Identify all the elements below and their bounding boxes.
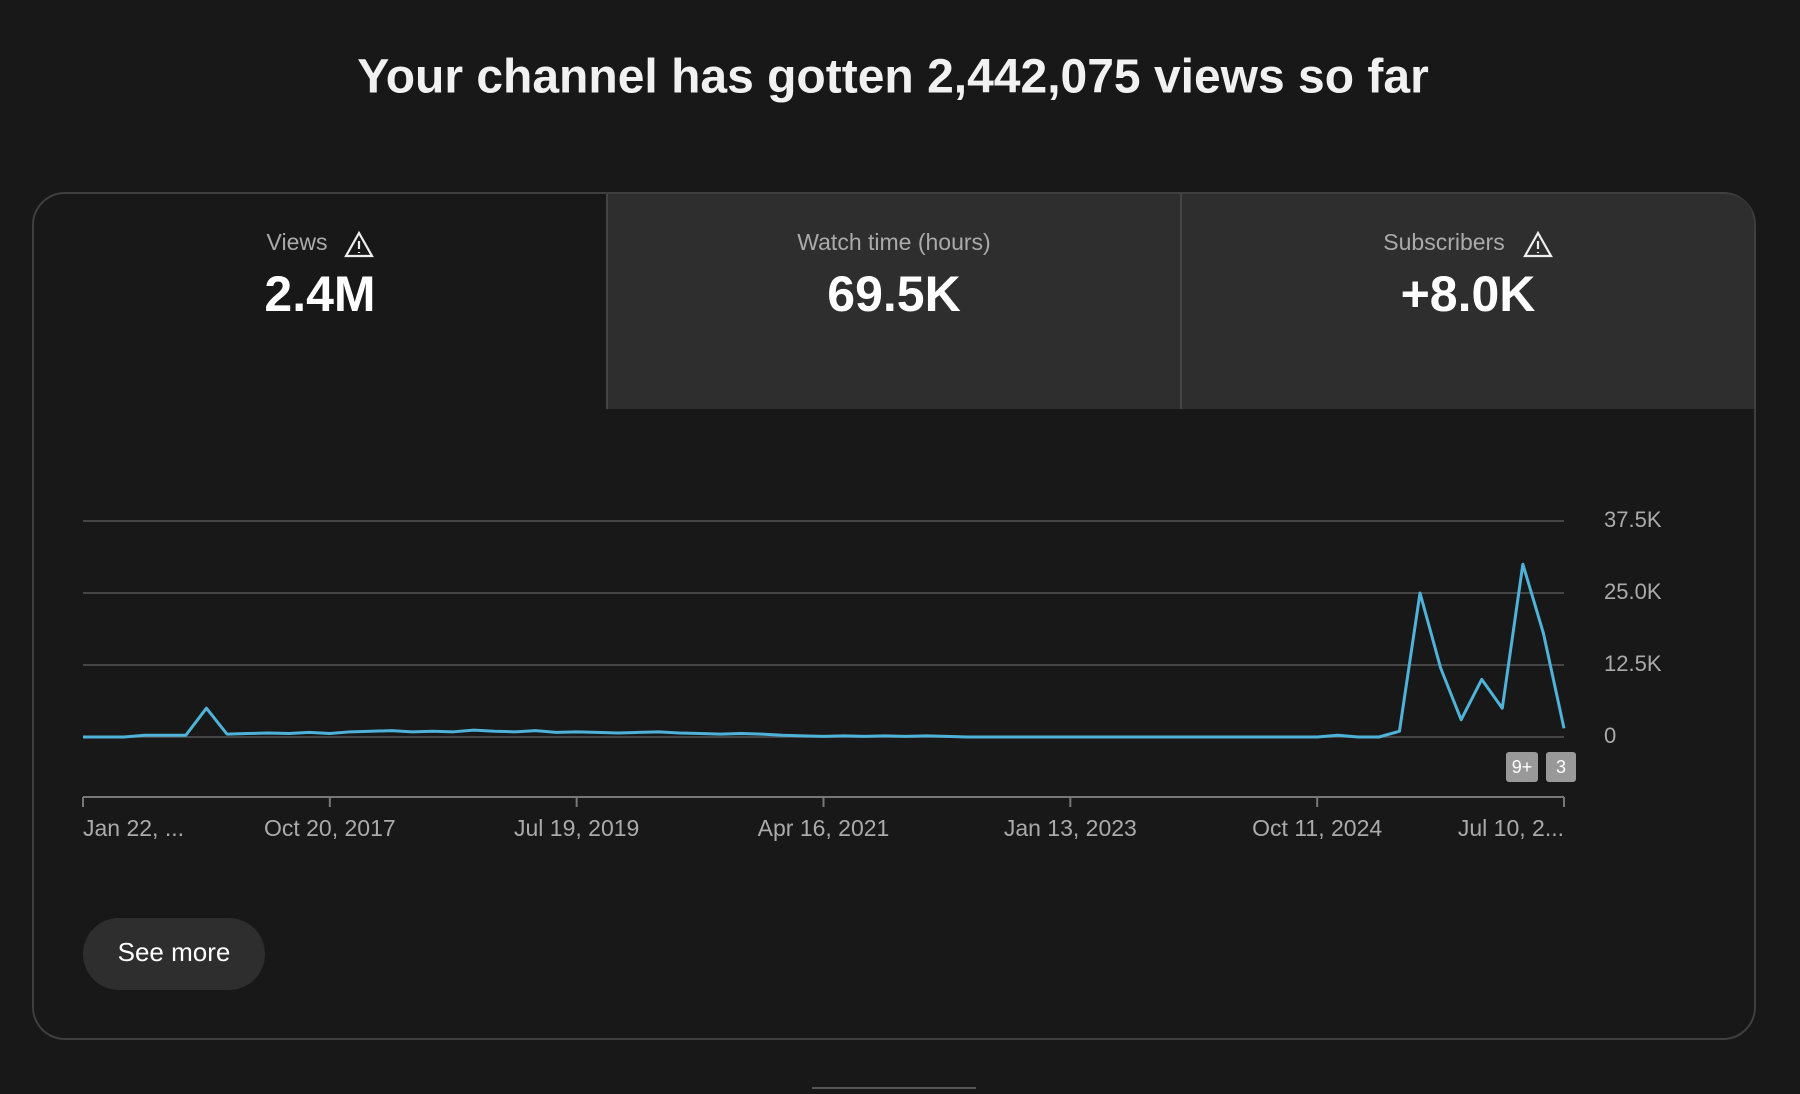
tab[interactable]: Subscribers +8.0K	[1383, 229, 1553, 322]
tab-label: Views	[267, 229, 328, 255]
button-background	[83, 918, 265, 990]
y-tick-label: 37.5K	[1604, 507, 1662, 532]
see-more-button[interactable]: See more	[83, 918, 265, 990]
warning-icon	[1523, 230, 1553, 258]
x-tick-label: Jan 13, 2023	[1004, 815, 1137, 841]
x-tick-label: Jul 19, 2019	[514, 815, 639, 841]
views-line	[83, 562, 1566, 739]
tab-value: 69.5K	[827, 266, 960, 322]
tab-value: 2.4M	[264, 266, 375, 322]
y-tick-label: 25.0K	[1604, 579, 1662, 604]
tab-label: Watch time (hours)	[797, 229, 990, 255]
tab-label: Subscribers	[1383, 229, 1504, 255]
button-label: See more	[118, 937, 231, 967]
x-tick-label: Oct 20, 2017	[264, 815, 396, 841]
annotation-label: 3	[1556, 757, 1566, 777]
x-tick-label: Oct 11, 2024	[1252, 815, 1382, 841]
x-tick-label: Jan 22, ...	[83, 815, 184, 841]
warning-icon	[344, 230, 374, 258]
annotation-label: 9+	[1512, 757, 1533, 777]
tab[interactable]: Views 2.4M	[264, 229, 375, 322]
y-tick-label: 12.5K	[1604, 651, 1662, 676]
tab[interactable]: Watch time (hours) 69.5K	[797, 229, 990, 322]
tab-value: +8.0K	[1401, 266, 1536, 322]
chart: 0 12.5K 25.0K 37.5K Jan 22, ... Oct 20, 2017 J…	[82, 507, 1662, 841]
annotation-badge	[1506, 752, 1538, 782]
page-title: Your channel has gotten 2,442,075 views …	[357, 51, 1429, 104]
x-tick-label: Apr 16, 2021	[758, 815, 890, 841]
y-tick-label: 0	[1604, 723, 1616, 748]
x-tick-label: Jul 10, 2...	[1458, 815, 1564, 841]
annotation-badge	[1546, 752, 1576, 782]
